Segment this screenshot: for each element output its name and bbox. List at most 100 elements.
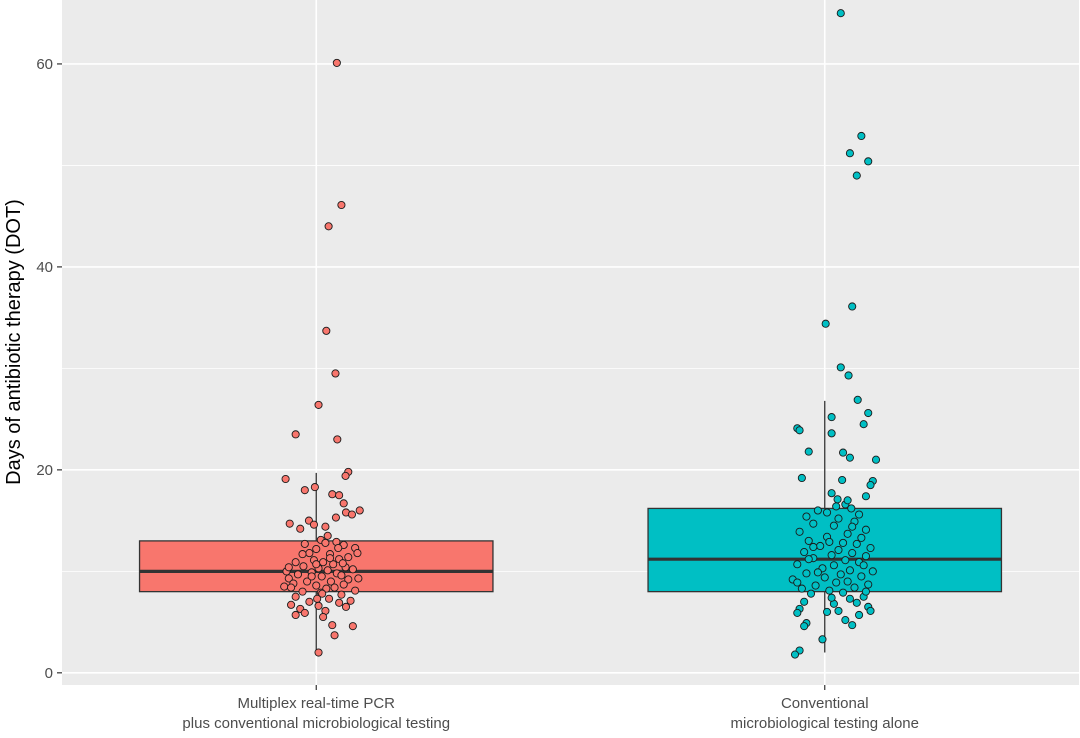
data-point (813, 568, 822, 577)
data-point (836, 570, 845, 579)
data-point (298, 587, 307, 596)
data-point (806, 589, 816, 598)
data-point (861, 552, 870, 561)
data-point (822, 508, 832, 517)
data-point (310, 483, 319, 492)
box-group (647, 9, 1003, 659)
data-point (834, 545, 843, 555)
data-point (313, 594, 322, 603)
axis-layer: 0 20 40 60 Multiplex real-time PCR plus conve… (36, 56, 919, 732)
data-point (800, 597, 809, 606)
data-point (293, 570, 302, 579)
data-point (866, 543, 875, 553)
data-point (323, 566, 332, 575)
data-point (291, 610, 300, 620)
x-category-label: Conventional (781, 695, 869, 712)
data-point (852, 539, 861, 548)
data-point (337, 200, 346, 210)
y-tick-label: 20 (36, 462, 53, 479)
data-point (793, 578, 802, 587)
data-point (827, 429, 836, 438)
data-point (284, 574, 293, 583)
data-point (344, 575, 353, 584)
data-point (864, 408, 873, 418)
data-point (284, 563, 293, 572)
data-point (314, 400, 323, 409)
data-point (829, 521, 838, 530)
data-point (841, 616, 850, 625)
data-point (809, 519, 818, 528)
data-point (848, 302, 857, 311)
data-point (337, 571, 346, 580)
data-point (850, 583, 859, 592)
data-point (845, 149, 854, 158)
data-point (348, 622, 357, 631)
data-point (291, 592, 300, 601)
data-point (790, 650, 800, 659)
data-point (861, 492, 870, 501)
data-point (843, 496, 852, 505)
data-point (346, 596, 355, 605)
data-point (325, 554, 335, 563)
data-point (339, 499, 348, 508)
data-point (305, 549, 314, 558)
data-point (859, 420, 868, 429)
data-point (834, 514, 843, 523)
data-point (351, 586, 360, 595)
data-point (834, 606, 843, 615)
data-point (314, 648, 323, 657)
data-point (312, 544, 321, 554)
data-point (355, 506, 364, 515)
data-point (820, 573, 829, 582)
data-point (821, 319, 830, 328)
data-point (827, 551, 836, 560)
data-point (330, 631, 339, 640)
data-point (318, 589, 327, 598)
data-point (300, 486, 309, 495)
data-point (797, 473, 806, 483)
plot-layer (138, 9, 1003, 659)
y-tick-label: 40 (36, 259, 53, 276)
data-point (855, 510, 864, 519)
data-point (836, 9, 845, 18)
data-point (827, 593, 836, 602)
y-tick-label: 60 (36, 56, 53, 73)
data-point (827, 413, 836, 422)
data-point (845, 594, 854, 603)
y-axis-title: Days of antibiotic therapy (DOT) (3, 199, 25, 485)
data-point (853, 395, 862, 404)
y-tick-label: 0 (45, 665, 53, 682)
data-point (809, 542, 818, 552)
data-point (354, 574, 363, 583)
data-point (813, 506, 822, 515)
data-point (319, 612, 328, 622)
data-point (845, 566, 854, 575)
box-group (138, 58, 494, 657)
data-point (332, 58, 341, 67)
data-point (298, 550, 307, 559)
data-point (839, 538, 848, 547)
data-point (344, 553, 353, 562)
data-point (793, 560, 802, 569)
data-point (793, 608, 802, 617)
data-point (804, 555, 813, 564)
data-point (802, 512, 811, 521)
data-point (825, 586, 834, 595)
data-point (852, 598, 861, 607)
data-point (339, 580, 348, 589)
data-point (868, 567, 877, 576)
x-category-label: microbiological testing alone (731, 715, 919, 732)
data-point (827, 489, 836, 498)
data-point (333, 435, 342, 444)
data-point (864, 580, 873, 589)
data-point (328, 490, 337, 499)
data-point (797, 584, 806, 593)
data-point (312, 581, 321, 590)
data-point (861, 525, 870, 534)
data-point (845, 453, 854, 462)
data-point (329, 560, 338, 569)
data-point (848, 549, 857, 558)
data-point (866, 481, 875, 490)
data-point (818, 635, 827, 644)
data-point (291, 430, 300, 439)
